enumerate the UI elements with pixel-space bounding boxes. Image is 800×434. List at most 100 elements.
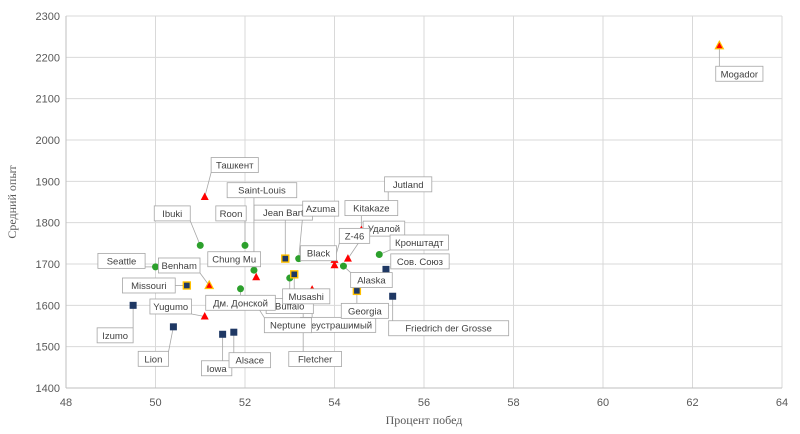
data-label: Musashi — [282, 288, 331, 305]
data-label: Saint-Louis — [226, 182, 298, 199]
data-labels: Mogador Ташкент Jutland Kitakaze Ibuki Roon Sa… — [96, 65, 764, 377]
data-label: Missouri — [122, 277, 176, 294]
leader-line — [191, 313, 205, 317]
data-label-box — [388, 320, 510, 337]
data-label-text: Musashi — [289, 292, 324, 303]
data-label: Roon — [215, 205, 247, 222]
data-label-box — [153, 205, 191, 222]
leader-line — [298, 216, 304, 259]
data-label-box — [384, 176, 433, 193]
data-label: Jutland — [384, 176, 433, 193]
data-label-text: Black — [307, 249, 330, 260]
point-marker — [241, 241, 249, 249]
point-marker — [152, 263, 159, 271]
data-label-text: Сов. Союз — [397, 257, 443, 268]
data-label-text: Неустрашимый — [304, 320, 372, 331]
point-marker — [339, 262, 347, 270]
data-label-box — [282, 288, 331, 305]
data-label: Alsace — [228, 352, 272, 369]
y-tick-label: 2100 — [36, 94, 60, 106]
data-label-box — [228, 352, 272, 369]
point-marker — [237, 285, 245, 293]
data-label: Friedrich der Grosse — [388, 320, 510, 337]
data-label: Fletcher — [288, 351, 342, 367]
x-tick-label: 58 — [507, 397, 519, 409]
data-label: Kitakaze — [344, 200, 399, 217]
data-label-box — [263, 317, 312, 334]
y-tick-label: 1400 — [36, 383, 60, 395]
data-label-text: Mogador — [721, 69, 759, 80]
data-label-box — [226, 182, 298, 199]
data-label-text: Benham — [162, 261, 197, 272]
point-marker — [196, 241, 204, 249]
data-label: Seattle — [97, 252, 146, 269]
leader-line — [189, 220, 201, 246]
data-label: Black — [300, 245, 337, 262]
x-tick-label: 48 — [60, 397, 72, 409]
data-label-text: Lion — [144, 354, 162, 365]
data-label-box — [215, 205, 247, 222]
data-label-text: Удалой — [368, 224, 400, 235]
point-marker — [252, 272, 261, 281]
x-tick-label: 52 — [239, 397, 251, 409]
data-label-box — [300, 245, 337, 262]
y-tick-label: 2000 — [36, 135, 60, 147]
data-label-box — [350, 272, 393, 288]
x-tick-label: 60 — [597, 397, 609, 409]
data-label-text: Jutland — [393, 180, 424, 191]
axes: 1400 1500 1600 1700 1800 1900 2000 2100 2200 2300… — [36, 11, 789, 409]
data-label: Georgia — [340, 302, 389, 319]
point-marker — [352, 286, 362, 296]
data-label-box — [302, 200, 340, 217]
data-label-text: Iowa — [207, 364, 228, 375]
point-marker — [290, 270, 299, 279]
data-label: Neptune — [263, 317, 312, 334]
point-marker — [200, 311, 209, 320]
data-label-text: Ташкент — [216, 161, 254, 172]
data-label-text: Buffalo — [275, 302, 304, 313]
data-label-box — [389, 234, 449, 251]
point-marker — [129, 301, 137, 309]
y-tick-label: 2200 — [36, 52, 60, 64]
point-marker — [389, 292, 397, 300]
point-marker — [375, 250, 383, 258]
data-label-text: Seattle — [107, 256, 137, 267]
y-tick-label: 1900 — [36, 176, 60, 188]
data-label-text: Friedrich der Grosse — [405, 324, 492, 335]
data-label-box — [97, 252, 146, 269]
data-label-text: Georgia — [348, 306, 383, 317]
x-axis-title: Процент побед — [386, 413, 463, 427]
data-label-box — [201, 360, 233, 377]
point-marker — [250, 266, 258, 274]
y-axis-title: Средний опыт — [5, 165, 19, 239]
leader-line — [168, 326, 174, 352]
data-label-box — [149, 298, 192, 315]
data-label-text: Neptune — [270, 321, 306, 332]
point-marker — [343, 254, 352, 262]
data-label-box — [96, 327, 134, 344]
x-tick-label: 50 — [149, 397, 161, 409]
data-label: Z-46 — [338, 227, 371, 244]
data-label-text: Alaska — [357, 276, 386, 287]
data-label-text: Кронштадт — [395, 238, 444, 249]
point-marker — [714, 39, 725, 50]
data-label-text: Jean Bart — [263, 208, 304, 219]
data-label-box — [207, 251, 261, 268]
data-label: Mogador — [715, 65, 764, 82]
data-label-box — [157, 257, 201, 274]
y-tick-label: 1500 — [36, 342, 60, 354]
data-label-text: Z-46 — [345, 231, 365, 242]
data-label: Azuma — [302, 200, 340, 217]
data-label: Ibuki — [153, 205, 191, 222]
point-marker — [382, 265, 390, 273]
data-label-box — [137, 350, 169, 367]
leader-line — [204, 172, 212, 198]
y-tick-label: 2300 — [36, 11, 60, 23]
point-marker — [204, 279, 215, 290]
data-label-text: Izumo — [102, 331, 128, 342]
point-marker — [330, 260, 339, 269]
data-label: Alaska — [350, 272, 393, 288]
data-label-text: Missouri — [131, 281, 166, 292]
label-leader-lines — [132, 45, 720, 361]
point-marker — [281, 254, 290, 263]
